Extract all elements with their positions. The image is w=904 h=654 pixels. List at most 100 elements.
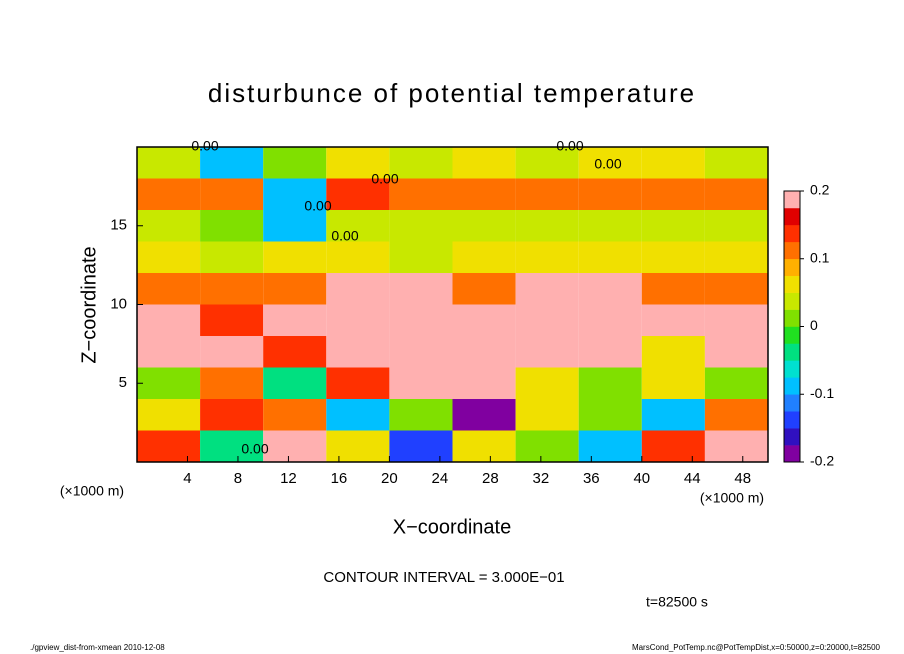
cell [578, 430, 642, 462]
cell [515, 336, 579, 368]
cell [200, 336, 264, 368]
x-unit: (×1000 m) [700, 490, 764, 506]
colorbar-swatch [784, 207, 800, 226]
x-tick-label: 40 [633, 470, 650, 487]
contour-label: 0.00 [594, 156, 621, 172]
x-tick-label: 32 [532, 470, 549, 487]
cell [452, 367, 516, 399]
x-tick-label: 12 [280, 470, 297, 487]
colorbar-swatch [784, 360, 800, 378]
cell [326, 367, 390, 399]
cell [326, 241, 390, 273]
cell [326, 336, 390, 368]
colorbar-swatch [784, 309, 800, 327]
cell [200, 399, 264, 431]
x-tick-label: 44 [684, 470, 701, 487]
colorbar-swatch [784, 394, 800, 412]
cell [137, 241, 201, 273]
cell [137, 178, 201, 210]
colorbar-tick-label: -0.2 [810, 453, 834, 469]
cell [389, 273, 453, 305]
cell [200, 241, 264, 273]
cell [578, 273, 642, 305]
cell [326, 399, 390, 431]
cell [704, 367, 768, 399]
cell [452, 273, 516, 305]
cell [515, 178, 579, 210]
cell [704, 273, 768, 305]
cell [641, 273, 705, 305]
cell [641, 367, 705, 399]
contour-label: 0.00 [304, 198, 331, 214]
cell [263, 367, 327, 399]
colorbar-swatch [784, 343, 800, 361]
cell [137, 304, 201, 336]
cell [263, 273, 327, 305]
cell [452, 304, 516, 336]
cell [704, 241, 768, 273]
x-tick-label: 48 [734, 470, 751, 487]
colorbar-swatch [784, 445, 800, 463]
cell [515, 367, 579, 399]
cell [452, 399, 516, 431]
cell [515, 304, 579, 336]
colorbar-swatch [784, 377, 800, 395]
cell [263, 210, 327, 242]
cell [578, 304, 642, 336]
cell [515, 147, 579, 179]
cell [515, 273, 579, 305]
footer-left: ./gpview_dist-from-xmean 2010-12-08 [30, 643, 165, 652]
x-unit: (×1000 m) [60, 483, 124, 499]
y-tick-label: 15 [110, 217, 127, 234]
cell [137, 430, 201, 462]
cell [578, 210, 642, 242]
colorbar-tick-label: -0.1 [810, 385, 834, 401]
cell [641, 304, 705, 336]
cell [578, 367, 642, 399]
cell [137, 367, 201, 399]
cell [704, 399, 768, 431]
cell [263, 147, 327, 179]
cell [641, 147, 705, 179]
cell [200, 304, 264, 336]
cell [452, 430, 516, 462]
cell [641, 399, 705, 431]
colorbar-swatch [784, 224, 800, 243]
colorbar-swatch [784, 292, 800, 310]
cell [137, 147, 201, 179]
cell [515, 210, 579, 242]
contour-label: 0.00 [371, 171, 398, 187]
cell [200, 430, 264, 462]
x-tick-label: 8 [234, 470, 242, 487]
x-tick-label: 36 [583, 470, 600, 487]
colorbar-swatch [784, 191, 800, 209]
cell [137, 210, 201, 242]
colorbar-swatch [784, 411, 800, 429]
cell [326, 304, 390, 336]
cell [137, 336, 201, 368]
cell [452, 178, 516, 210]
cell [326, 430, 390, 462]
cell [641, 430, 705, 462]
cell [137, 273, 201, 305]
x-axis-label: X−coordinate [393, 516, 511, 538]
cell [452, 147, 516, 179]
cell [200, 273, 264, 305]
cell [326, 178, 390, 210]
cell [641, 178, 705, 210]
colorbar-tick-label: 0 [810, 317, 818, 333]
cell [200, 147, 264, 179]
cell [263, 178, 327, 210]
footer-right: MarsCond_PotTemp.nc@PotTempDist,x=0:5000… [632, 643, 881, 652]
time-label: t=82500 s [646, 594, 708, 610]
cell [578, 178, 642, 210]
cell [515, 241, 579, 273]
cell [704, 210, 768, 242]
cell [389, 210, 453, 242]
cell [326, 210, 390, 242]
cell [389, 430, 453, 462]
x-tick-label: 4 [183, 470, 191, 487]
cell [641, 241, 705, 273]
cell [452, 336, 516, 368]
